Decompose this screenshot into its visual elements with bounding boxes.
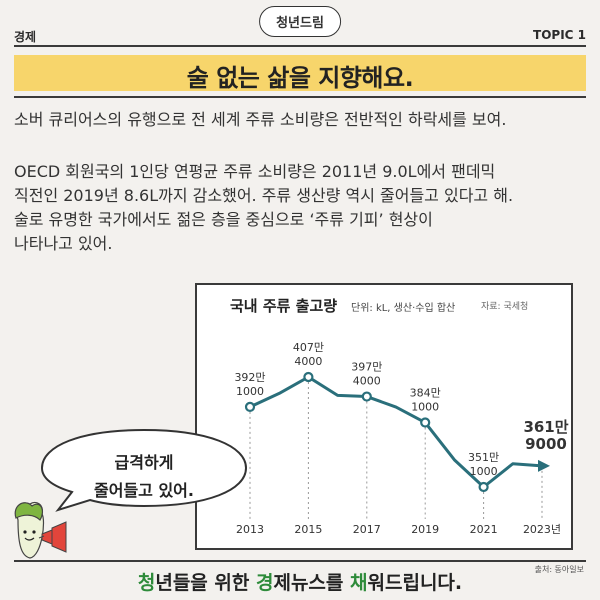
body-line: 나타나고 있어.	[14, 234, 113, 253]
data-label: 397만	[351, 361, 382, 374]
body-line: 술로 유명한 국가에서도 젊은 층을 중심으로 ‘주류 기피’ 현상이	[14, 210, 433, 229]
data-label: 9000	[525, 435, 567, 453]
chart-title: 국내 주류 출고량	[230, 297, 338, 315]
bubble-line: 줄어들고 있어.	[94, 481, 194, 500]
footer-part: 년들을 위한	[155, 572, 256, 594]
x-tick-label: 2019	[411, 523, 439, 536]
x-tick-label: 2013	[236, 523, 264, 536]
data-label: 1000	[470, 465, 498, 478]
data-label: 4000	[294, 355, 322, 368]
data-label: 361만	[523, 418, 568, 436]
footer-part: 채	[350, 572, 368, 594]
chart-unit: 단위: kL, 생산·수입 합산	[351, 303, 456, 314]
body-text: OECD 회원국의 1인당 연평균 주류 소비량은 2011년 9.0L에서 팬…	[14, 160, 513, 256]
chart-panel: 392만 1000 407만 4000 397만 4000 384만 1000 351만 1000…	[195, 283, 573, 550]
chart-source: 자료: 국세청	[481, 302, 529, 312]
header-rule	[14, 45, 586, 47]
data-point	[420, 417, 431, 428]
topic-label: TOPIC 1	[533, 28, 586, 42]
data-label: 392만	[234, 371, 265, 384]
data-label: 1000	[236, 385, 264, 398]
series-line	[249, 375, 543, 489]
data-point	[361, 391, 372, 402]
intro-text: 소버 큐리어스의 유행으로 전 세계 주류 소비량은 전반적인 하락세를 보여.	[14, 110, 507, 129]
source-note: 출처: 동아일보	[534, 565, 584, 574]
data-point	[303, 371, 314, 383]
footer-rule	[14, 560, 586, 562]
x-tick-label: 2015	[294, 523, 322, 536]
speech-bubble	[40, 428, 248, 512]
brand-badge: 청년드림	[259, 6, 341, 37]
body-line: OECD 회원국의 1인당 연평균 주류 소비량은 2011년 9.0L에서 팬…	[14, 162, 496, 181]
data-label: 384만	[410, 387, 441, 400]
bubble-text: 급격하게 줄어들고 있어.	[66, 449, 222, 505]
bubble-line: 급격하게	[114, 453, 174, 472]
data-label: 407만	[293, 341, 324, 354]
data-label: 1000	[411, 401, 439, 414]
data-label: 351만	[468, 451, 499, 464]
category-label: 경제	[14, 30, 37, 44]
data-point	[478, 481, 489, 493]
arrow-head	[538, 459, 550, 472]
footer-part: 청	[137, 572, 156, 594]
headline: 술 없는 삶을 지향해요.	[186, 64, 414, 92]
x-tick-label: 2023년	[523, 523, 561, 536]
headline-rule	[14, 96, 586, 98]
footer-part: 워드립니다.	[367, 572, 463, 594]
headline-highlight	[14, 55, 586, 91]
footer-part: 경	[255, 572, 274, 594]
data-point	[244, 401, 256, 412]
footer-part: 제뉴스를	[273, 572, 351, 594]
data-label: 4000	[353, 375, 381, 388]
body-line: 직전인 2019년 8.6L까지 감소했어. 주류 생산량 역시 줄어들고 있다…	[14, 186, 514, 205]
x-tick-label: 2021	[470, 523, 498, 536]
x-tick-label: 2017	[353, 523, 381, 536]
footer-slogan: 청년들을 위한 경제뉴스를 채워드립니다.	[0, 568, 600, 595]
cabbage-mascot-icon	[14, 501, 67, 559]
